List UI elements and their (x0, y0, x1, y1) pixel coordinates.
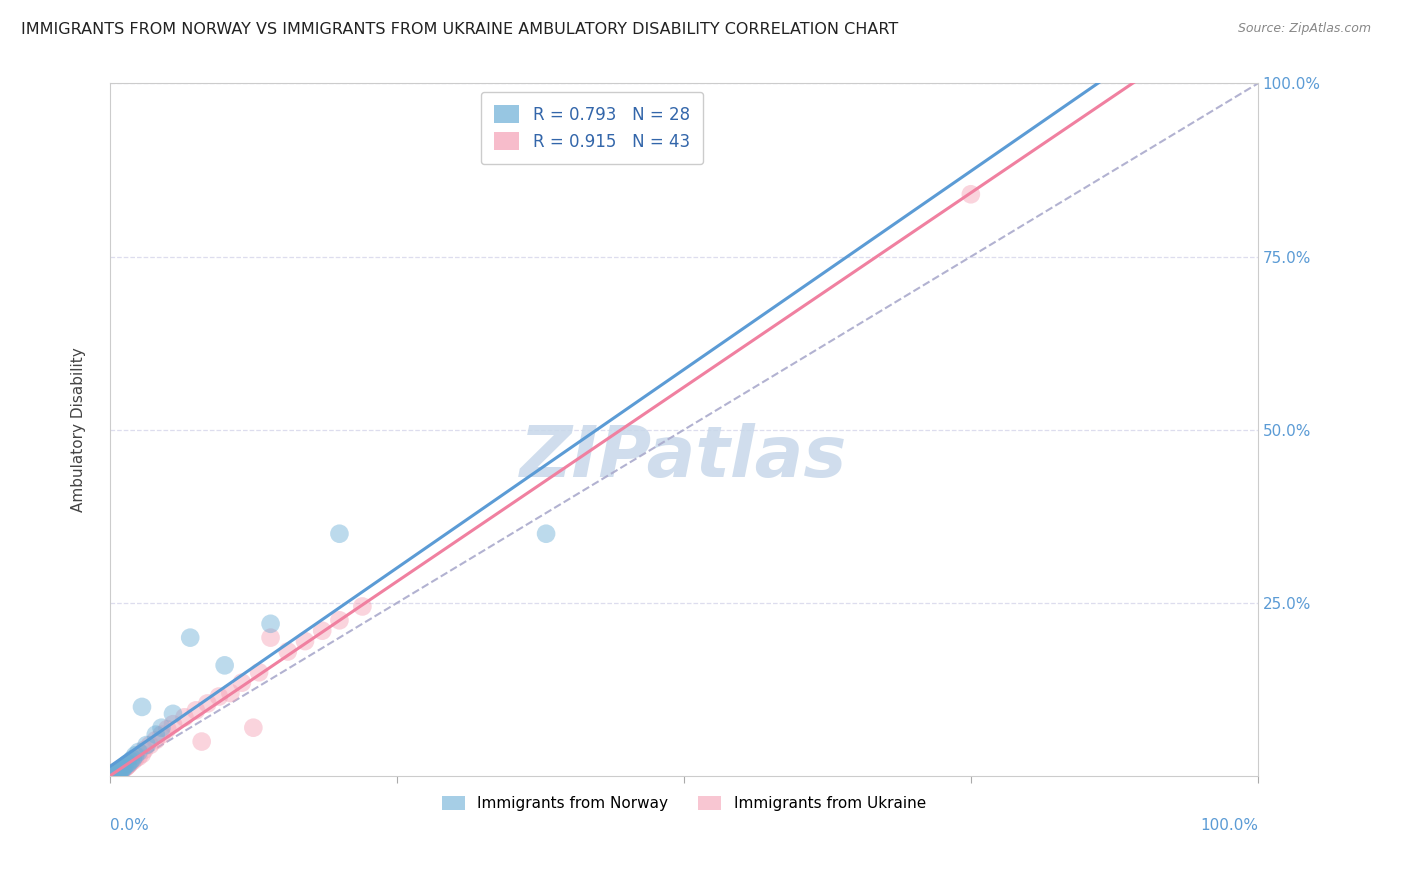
Point (145, 728, 167, 742)
Point (128, 745, 150, 759)
Point (259, 616, 281, 631)
Point (110, 762, 132, 776)
Point (162, 706, 184, 721)
Point (107, 765, 129, 780)
Point (101, 768, 124, 782)
Text: ZIPatlas: ZIPatlas (520, 423, 848, 492)
Y-axis label: Ambulatory Disability: Ambulatory Disability (72, 348, 86, 512)
Point (120, 756, 142, 770)
Point (311, 624, 333, 638)
Point (103, 768, 125, 782)
Point (121, 754, 143, 768)
Point (197, 697, 219, 711)
Point (134, 743, 156, 757)
Point (118, 756, 141, 771)
Point (145, 733, 167, 747)
Point (277, 644, 299, 658)
Point (104, 766, 127, 780)
Point (108, 764, 131, 778)
Point (120, 754, 142, 768)
Text: 100.0%: 100.0% (1199, 818, 1258, 833)
Point (190, 734, 212, 748)
Legend: Immigrants from Norway, Immigrants from Ukraine: Immigrants from Norway, Immigrants from … (436, 789, 932, 817)
Point (352, 599, 374, 614)
Text: Source: ZipAtlas.com: Source: ZipAtlas.com (1237, 22, 1371, 36)
Point (131, 747, 153, 761)
Point (128, 749, 150, 764)
Point (111, 762, 134, 776)
Point (114, 761, 136, 775)
Point (108, 764, 131, 779)
Point (231, 675, 253, 690)
Point (259, 631, 281, 645)
Point (959, 187, 981, 202)
Point (162, 717, 184, 731)
Point (121, 752, 143, 766)
Point (115, 759, 138, 773)
Text: 0.0%: 0.0% (110, 818, 149, 833)
Point (107, 765, 129, 780)
Point (105, 765, 128, 780)
Point (111, 762, 134, 776)
Point (208, 690, 231, 704)
Point (108, 764, 131, 778)
Point (173, 710, 195, 724)
Point (114, 759, 136, 773)
Point (184, 703, 207, 717)
Point (242, 721, 264, 735)
Point (294, 634, 316, 648)
Point (156, 722, 179, 736)
Point (101, 768, 124, 782)
Point (219, 686, 242, 700)
Point (247, 665, 270, 680)
Point (124, 748, 146, 763)
Point (139, 738, 162, 752)
Point (534, 526, 557, 541)
Point (110, 763, 132, 777)
Point (112, 762, 135, 776)
Point (115, 756, 138, 771)
Point (105, 765, 128, 780)
Point (328, 526, 350, 541)
Text: IMMIGRANTS FROM NORWAY VS IMMIGRANTS FROM UKRAINE AMBULATORY DISABILITY CORRELAT: IMMIGRANTS FROM NORWAY VS IMMIGRANTS FRO… (21, 22, 898, 37)
Point (108, 764, 131, 779)
Point (115, 760, 138, 774)
Point (117, 756, 139, 771)
Point (103, 767, 125, 781)
Point (150, 721, 173, 735)
Point (103, 767, 125, 781)
Point (112, 761, 135, 775)
Point (104, 766, 127, 780)
Point (214, 658, 236, 673)
Point (150, 728, 173, 742)
Point (103, 767, 125, 781)
Point (179, 631, 201, 645)
Point (328, 613, 350, 627)
Point (124, 752, 146, 766)
Point (135, 738, 157, 752)
Point (131, 700, 153, 714)
Point (117, 758, 139, 772)
